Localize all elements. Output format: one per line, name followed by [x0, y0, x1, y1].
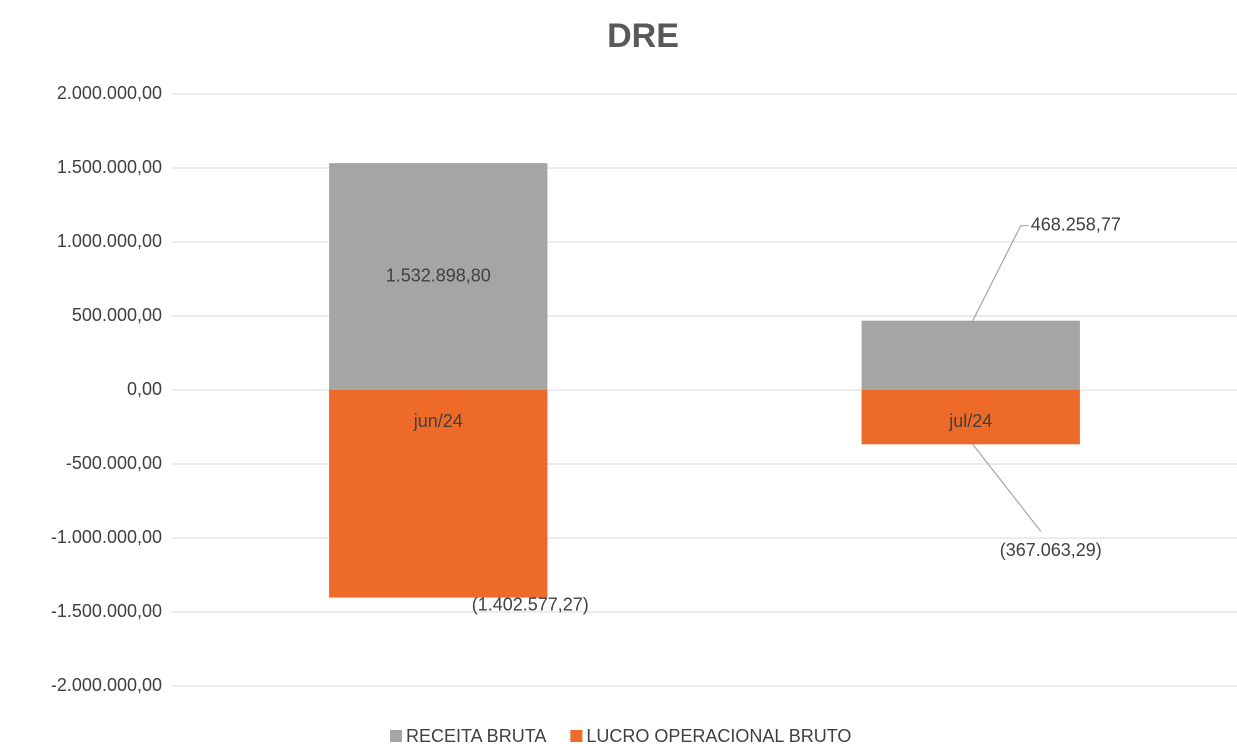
legend-label: RECEITA BRUTA: [406, 726, 546, 744]
y-tick-label: 500.000,00: [72, 305, 162, 325]
legend-label: LUCRO OPERACIONAL BRUTO: [586, 726, 851, 744]
y-tick-label: -2.000.000,00: [51, 675, 162, 695]
y-tick-label: -1.000.000,00: [51, 527, 162, 547]
y-tick-label: 2.000.000,00: [57, 83, 162, 103]
legend-swatch: [390, 730, 402, 742]
bar: [329, 390, 548, 598]
bar: [861, 390, 1080, 445]
data-label: (1.402.577,27): [472, 594, 589, 614]
y-tick-label: -1.500.000,00: [51, 601, 162, 621]
leader-line: [972, 443, 1042, 532]
data-label: 1.532.898,80: [386, 265, 491, 285]
data-label: (367.063,29): [1000, 540, 1102, 560]
legend-swatch: [570, 730, 583, 742]
y-tick-label: 1.000.000,00: [57, 231, 162, 251]
x-tick-label: jun/24: [413, 411, 463, 431]
y-tick-label: 0,00: [127, 379, 162, 399]
bar: [329, 163, 548, 390]
bar: [861, 320, 1080, 390]
x-tick-label: jul/24: [948, 411, 992, 431]
chart-title: DRE: [607, 17, 679, 55]
y-tick-label: -500.000,00: [66, 453, 162, 473]
data-label: 468.258,77: [1031, 214, 1121, 234]
y-tick-label: 1.500.000,00: [57, 157, 162, 177]
leader-line: [972, 225, 1029, 321]
